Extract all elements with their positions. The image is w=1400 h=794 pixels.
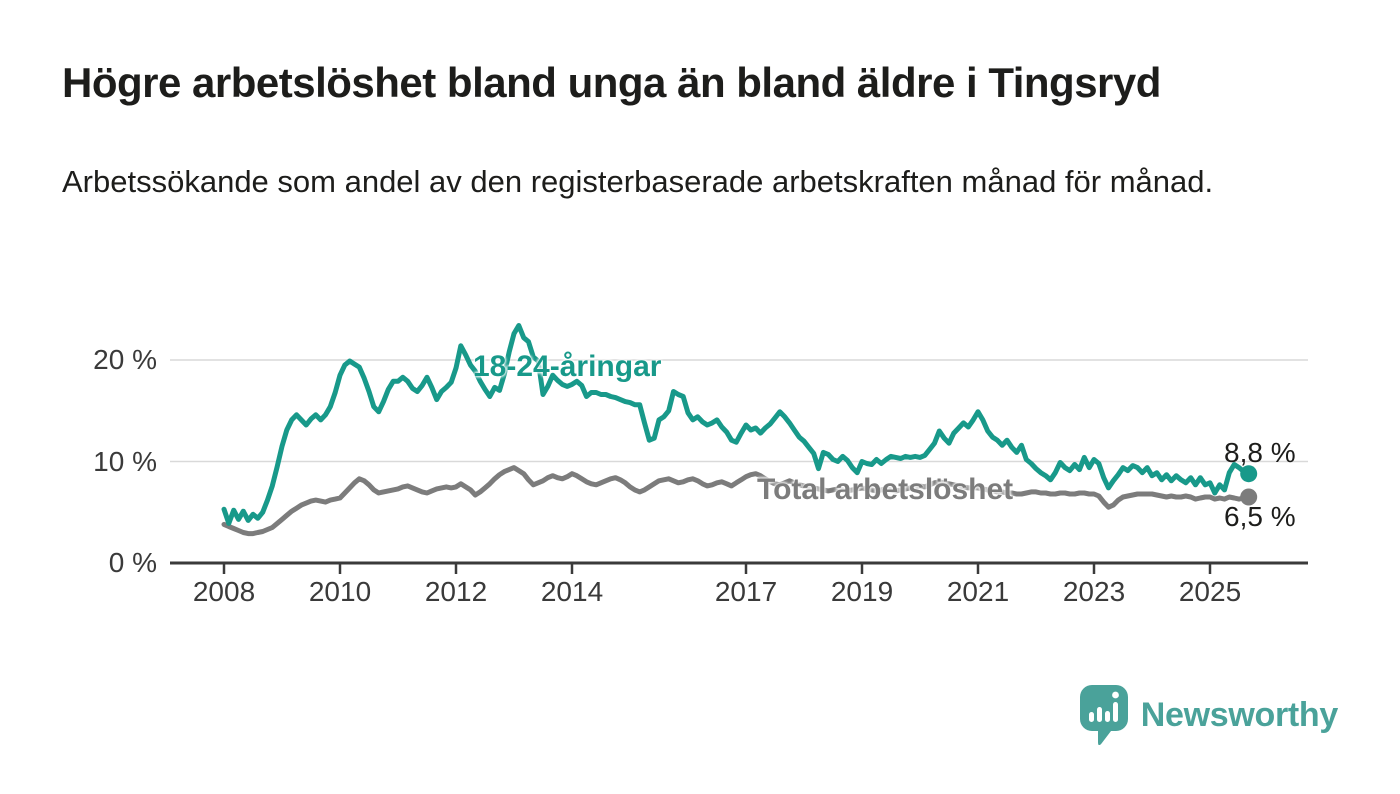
x-axis-label-2021: 2021 bbox=[946, 576, 1010, 607]
x-axis-label-2008: 2008 bbox=[192, 576, 256, 607]
x-axis-label-2014: 2014 bbox=[540, 576, 604, 607]
x-axis-label-2025: 2025 bbox=[1178, 576, 1242, 607]
y-axis-label-0: 0 % bbox=[108, 547, 157, 578]
newsworthy-logo: Newsworthy bbox=[1079, 684, 1339, 746]
end-value-label-young: 8,8 % bbox=[1224, 437, 1296, 468]
series-end-dot-total bbox=[1240, 488, 1258, 506]
end-value-label-total: 6,5 % bbox=[1224, 501, 1296, 532]
logo-exclamation-dot bbox=[1111, 691, 1119, 699]
page-title: Högre arbetslöshet bland unga än bland ä… bbox=[62, 59, 1161, 106]
page-subtitle: Arbetssökande som andel av den registerb… bbox=[62, 164, 1214, 199]
newsworthy-logo-text: Newsworthy bbox=[1140, 695, 1339, 734]
series-label-young: 18-24-åringar bbox=[473, 350, 662, 383]
series-line-total bbox=[221, 465, 1252, 537]
logo-bar-3 bbox=[1104, 711, 1110, 722]
newsworthy-logo-icon bbox=[1079, 685, 1128, 745]
logo-exclamation-stem bbox=[1112, 702, 1118, 722]
y-axis-label-10: 10 % bbox=[93, 445, 157, 477]
x-axis-label-2010: 2010 bbox=[308, 576, 372, 607]
logo-bar-2 bbox=[1096, 707, 1102, 722]
x-axis-label-2019: 2019 bbox=[830, 576, 894, 607]
x-axis-label-2023: 2023 bbox=[1062, 576, 1126, 607]
series-label-total: Total arbetslöshet bbox=[757, 473, 1014, 506]
series-end-dot-young bbox=[1240, 465, 1258, 483]
series-line-young bbox=[221, 323, 1252, 526]
x-axis-label-2012: 2012 bbox=[424, 576, 488, 607]
x-axis-label-2017: 2017 bbox=[714, 576, 778, 607]
logo-bar-1 bbox=[1088, 712, 1094, 722]
y-axis-label-20: 20 % bbox=[93, 344, 157, 375]
